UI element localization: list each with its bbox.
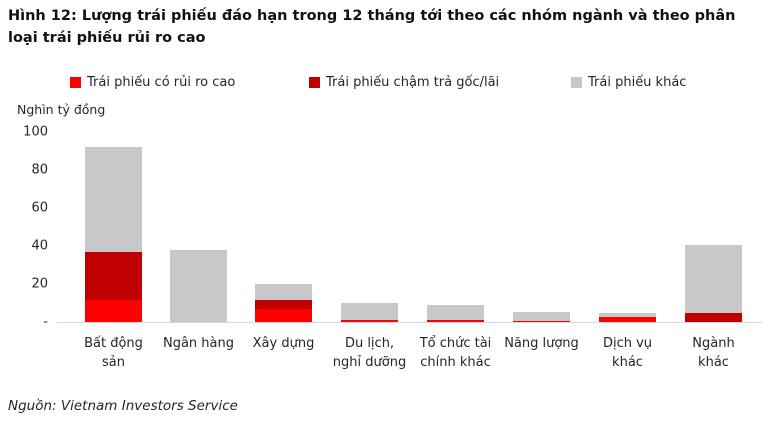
legend-item-late-payment: Trái phiếu chậm trả gốc/lãi (309, 74, 499, 90)
x-axis-line (57, 322, 762, 323)
x-axis-category-label: Dịch vụ khác (602, 336, 653, 370)
bar-segment (427, 320, 484, 322)
bar-segment (255, 284, 312, 301)
legend-item-other: Trái phiếu khác (571, 74, 686, 90)
chart-title: Hình 12: Lượng trái phiếu đáo hạn trong … (8, 8, 736, 46)
chart-legend: Trái phiếu có rủi ro cao Trái phiếu chậm… (0, 74, 775, 90)
legend-label: Trái phiếu khác (588, 74, 687, 90)
legend-label: Trái phiếu có rủi ro cao (87, 74, 236, 90)
y-axis-unit-label: Nghìn tỷ đồng (17, 102, 106, 117)
x-axis-category-label: Tổ chức tài chính khác (419, 336, 492, 370)
bar-segment (685, 245, 742, 314)
legend-swatch-dark-red-icon (309, 76, 320, 88)
source-note: Nguồn: Vietnam Investors Service (8, 398, 238, 414)
legend-item-high-risk: Trái phiếu có rủi ro cao (70, 74, 235, 90)
x-axis-category-label: Ngành khác (692, 336, 735, 370)
bar-segment (341, 303, 398, 321)
y-tick-label: 80 (31, 162, 48, 178)
bar-segment (513, 311, 570, 322)
bar-segment (85, 300, 142, 322)
x-axis-category-label: Bất động sản (84, 336, 143, 370)
y-tick-label: 60 (31, 200, 48, 216)
y-tick-label: 40 (31, 238, 48, 254)
bar-segment (599, 313, 656, 318)
bar-segment (85, 147, 142, 252)
bar-segment (170, 249, 227, 322)
bar-segment (427, 304, 484, 321)
bar-segment (255, 308, 312, 322)
x-axis-category-label: Xây dựng (252, 336, 315, 351)
bar-segment (599, 317, 656, 322)
x-axis-category-label: Du lịch, nghỉ dưỡng (332, 336, 407, 370)
x-axis-category-label: Năng lượng (504, 336, 579, 351)
x-axis-category-label: Ngân hàng (162, 336, 234, 351)
bar-segment (513, 321, 570, 322)
bar-segment (685, 313, 742, 322)
legend-swatch-gray-icon (571, 76, 582, 88)
legend-swatch-red-icon (70, 76, 81, 88)
bar-segment (255, 300, 312, 309)
bar-segment (341, 320, 398, 322)
y-tick-label: 100 (23, 124, 48, 140)
y-tick-label: - (43, 314, 48, 330)
legend-label: Trái phiếu chậm trả gốc/lãi (326, 74, 500, 90)
y-tick-label: 20 (31, 276, 48, 292)
bar-segment (85, 251, 142, 301)
